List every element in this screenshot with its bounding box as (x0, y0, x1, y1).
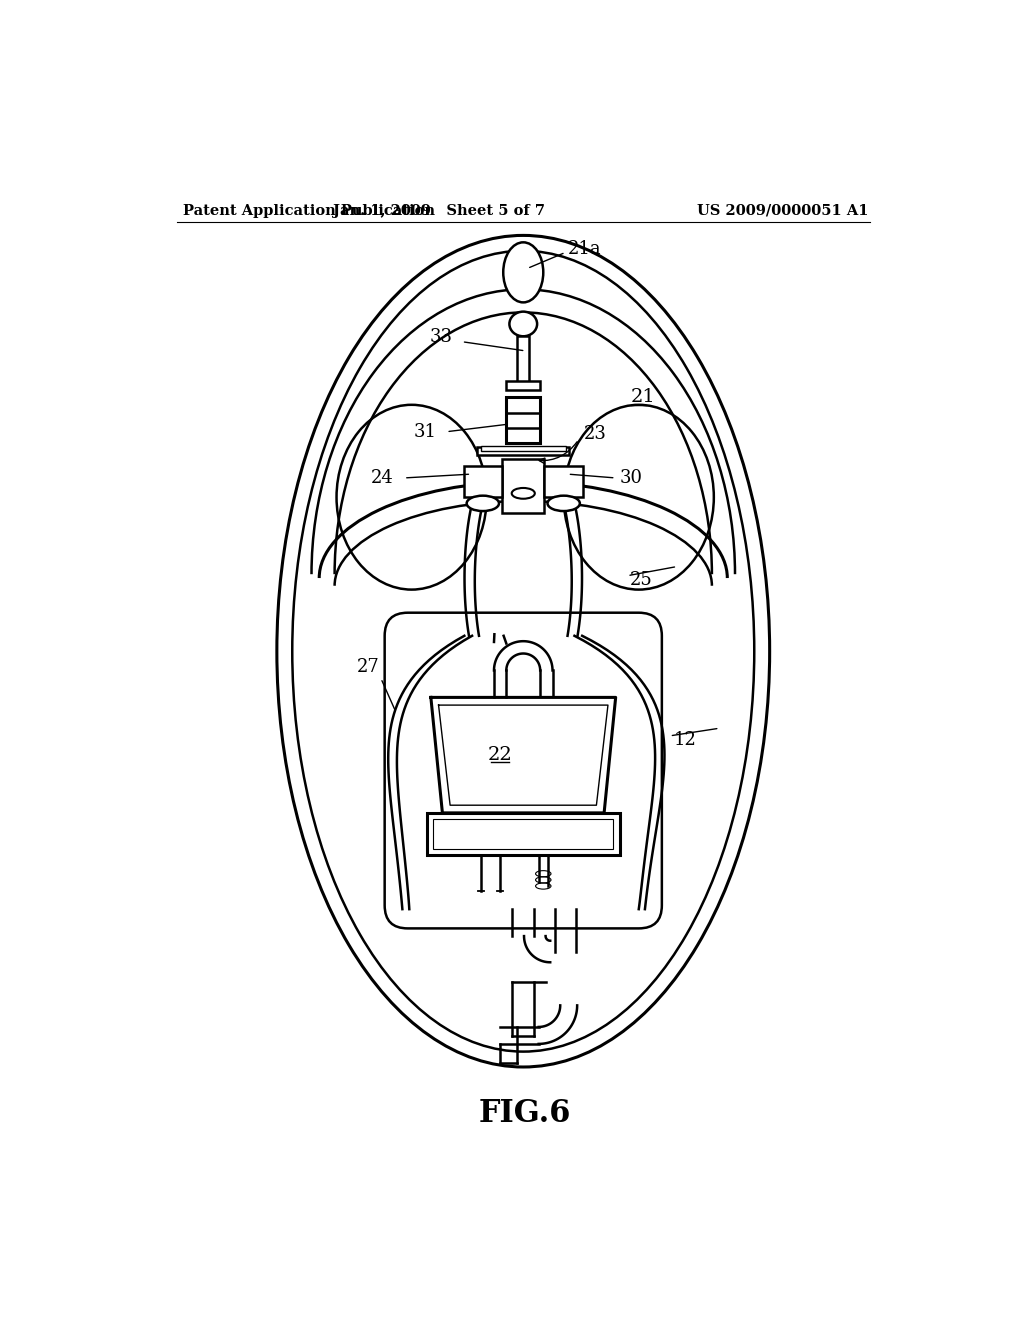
Ellipse shape (503, 243, 544, 302)
Text: 21: 21 (631, 388, 655, 407)
Text: 30: 30 (620, 469, 642, 487)
Text: 21a: 21a (568, 240, 601, 259)
FancyBboxPatch shape (506, 397, 541, 444)
Text: 23: 23 (584, 425, 606, 444)
Ellipse shape (512, 488, 535, 499)
Text: 12: 12 (674, 731, 696, 748)
Text: 27: 27 (356, 657, 379, 676)
Text: FIG.6: FIG.6 (478, 1098, 571, 1129)
Text: 24: 24 (371, 469, 394, 487)
FancyBboxPatch shape (545, 466, 583, 498)
Text: Jan. 1, 2009   Sheet 5 of 7: Jan. 1, 2009 Sheet 5 of 7 (333, 203, 545, 218)
Text: 22: 22 (487, 746, 513, 764)
FancyBboxPatch shape (502, 459, 545, 512)
Ellipse shape (509, 312, 538, 337)
FancyBboxPatch shape (506, 381, 541, 391)
FancyBboxPatch shape (517, 337, 529, 381)
FancyBboxPatch shape (477, 447, 569, 455)
FancyBboxPatch shape (427, 813, 620, 855)
Text: 33: 33 (429, 329, 453, 346)
FancyBboxPatch shape (464, 466, 502, 498)
Text: Patent Application Publication: Patent Application Publication (183, 203, 435, 218)
Text: 31: 31 (414, 422, 437, 441)
Text: US 2009/0000051 A1: US 2009/0000051 A1 (696, 203, 868, 218)
FancyBboxPatch shape (481, 446, 565, 451)
Ellipse shape (467, 496, 499, 511)
Text: 25: 25 (630, 572, 652, 589)
Ellipse shape (548, 496, 580, 511)
